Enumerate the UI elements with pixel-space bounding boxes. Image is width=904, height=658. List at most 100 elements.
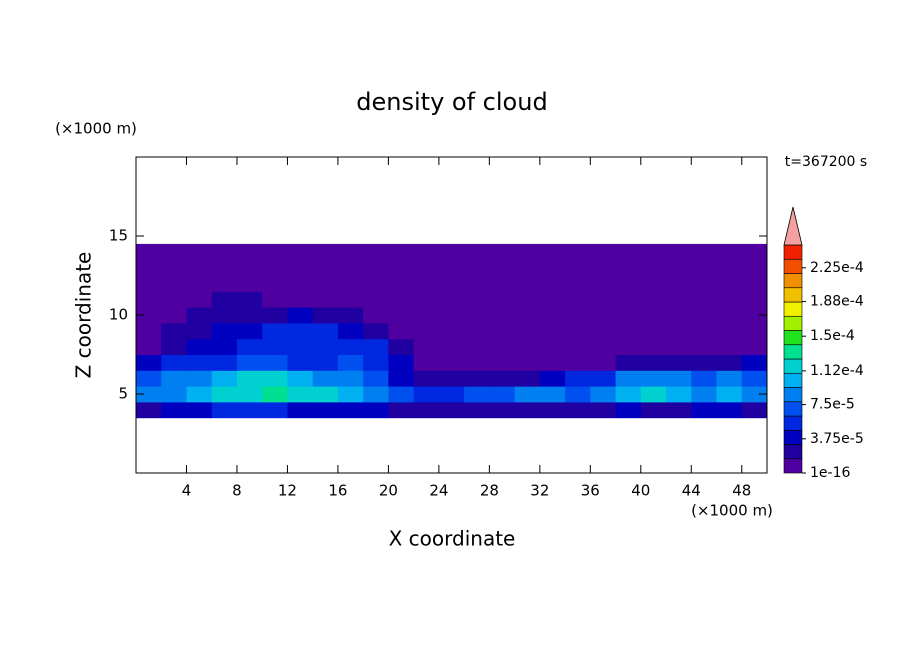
- contour-cell: [236, 243, 263, 261]
- contour-cell: [211, 259, 238, 276]
- contour-cell: [186, 243, 213, 261]
- contour-cell: [640, 386, 667, 403]
- colorbar-box: [783, 415, 803, 431]
- colorbar-label: 1.12e-4: [810, 363, 864, 379]
- contour-cell: [741, 354, 768, 371]
- contour-cell: [363, 386, 389, 403]
- contour-cell: [565, 338, 591, 355]
- contour-cell: [489, 259, 516, 276]
- contour-cell: [337, 291, 364, 308]
- contour-cell: [615, 354, 642, 371]
- contour-cell: [716, 275, 743, 292]
- contour-cell: [514, 243, 541, 261]
- colorbar-label: 1.88e-4: [810, 294, 864, 310]
- contour-cell: [312, 386, 339, 403]
- contour-cell: [287, 307, 314, 324]
- contour-cell: [363, 307, 389, 324]
- contour-cell: [640, 401, 667, 419]
- contour-cell: [388, 307, 415, 324]
- contour-cell: [363, 243, 389, 261]
- contour-cell: [337, 275, 364, 292]
- contour-cell: [539, 386, 566, 403]
- contour-cell: [489, 291, 516, 308]
- x-tick-label: 36: [581, 482, 600, 500]
- contour-cell: [539, 291, 566, 308]
- contour-cell: [590, 338, 617, 355]
- contour-cell: [438, 338, 465, 355]
- contour-cell: [413, 322, 440, 340]
- contour-cell: [464, 291, 490, 308]
- contour-cell: [136, 259, 162, 276]
- contour-cell: [312, 243, 339, 261]
- contour-cell: [161, 322, 187, 340]
- contour-cell: [413, 338, 440, 355]
- contour-cell: [539, 259, 566, 276]
- y-unit: (×1000 m): [55, 120, 137, 138]
- contour-cell: [464, 243, 490, 261]
- contour-cell: [262, 386, 288, 403]
- contour-cell: [136, 291, 162, 308]
- contour-cell: [666, 322, 692, 340]
- contour-cell: [615, 259, 642, 276]
- chart-title: density of cloud: [356, 88, 547, 116]
- x-tick-label: 44: [682, 482, 701, 500]
- contour-cell: [211, 243, 238, 261]
- contour-cell: [262, 259, 288, 276]
- contour-cell: [186, 354, 213, 371]
- contour-cell: [489, 401, 516, 419]
- contour-cell: [539, 275, 566, 292]
- contour-cell: [666, 291, 692, 308]
- contour-cell: [236, 307, 263, 324]
- contour-cell: [464, 386, 490, 403]
- contour-cell: [741, 259, 768, 276]
- contour-cell: [312, 370, 339, 387]
- contour-cell: [211, 275, 238, 292]
- contour-cell: [413, 307, 440, 324]
- contour-cell: [666, 243, 692, 261]
- y-tick-label: 15: [109, 227, 128, 245]
- contour-cell: [716, 354, 743, 371]
- contour-cell: [565, 259, 591, 276]
- contour-cell: [413, 291, 440, 308]
- contour-cell: [464, 307, 490, 324]
- contour-cell: [716, 307, 743, 324]
- contour-cell: [691, 259, 718, 276]
- colorbar-box: [783, 301, 803, 317]
- contour-cell: [236, 275, 263, 292]
- contour-cell: [464, 338, 490, 355]
- contour-cell: [666, 354, 692, 371]
- contour-cell: [363, 338, 389, 355]
- contour-cell: [565, 275, 591, 292]
- contour-cell: [161, 401, 187, 419]
- contour-cell: [262, 354, 288, 371]
- colorbar-label: 3.75e-5: [810, 431, 864, 447]
- contour-cell: [136, 322, 162, 340]
- contour-cell: [388, 401, 415, 419]
- contour-cell: [262, 275, 288, 292]
- contour-cell: [136, 275, 162, 292]
- colorbar-box: [783, 401, 803, 417]
- contour-cell: [489, 354, 516, 371]
- contour-cell: [565, 401, 591, 419]
- contour-cell: [438, 386, 465, 403]
- contour-cell: [363, 370, 389, 387]
- contour-cell: [539, 401, 566, 419]
- contour-cell: [514, 275, 541, 292]
- contour-cell: [413, 259, 440, 276]
- contour-cell: [236, 322, 263, 340]
- x-tick-label: 48: [732, 482, 751, 500]
- contour-cell: [136, 370, 162, 387]
- contour-cell: [489, 275, 516, 292]
- contour-cell: [539, 338, 566, 355]
- contour-cell: [413, 354, 440, 371]
- contour-cell: [539, 354, 566, 371]
- contour-cell: [186, 370, 213, 387]
- contour-cell: [565, 307, 591, 324]
- contour-cell: [691, 291, 718, 308]
- contour-cell: [640, 370, 667, 387]
- contour-cell: [691, 322, 718, 340]
- contour-cell: [186, 401, 213, 419]
- contour-cell: [615, 386, 642, 403]
- contour-cell: [691, 338, 718, 355]
- contour-cell: [741, 291, 768, 308]
